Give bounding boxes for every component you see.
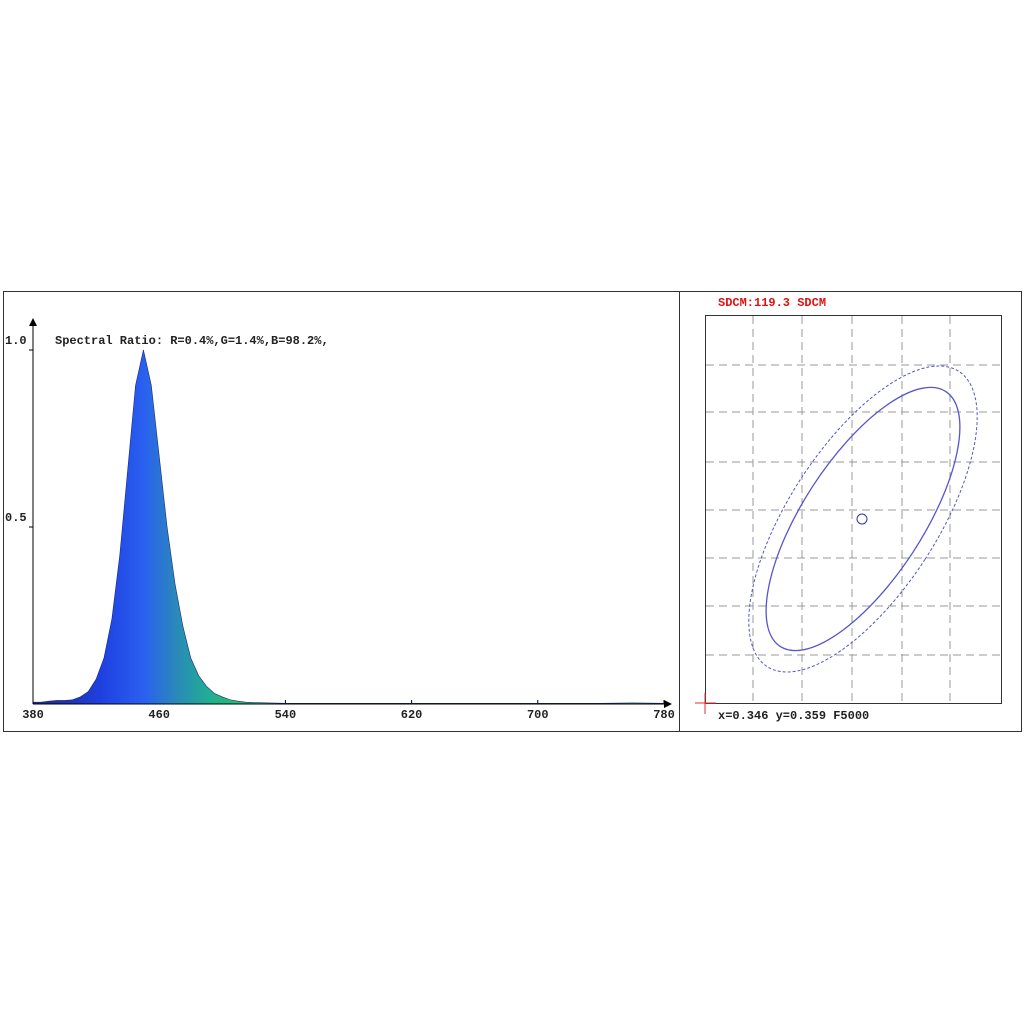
x-tick-label: 540 [275, 708, 297, 722]
sdcm-title: SDCM:119.3 SDCM [718, 296, 826, 310]
spectrum-chart: 1.0 0.5 780 700 620 540 460 380 Spectral Ratio:… [5, 318, 675, 722]
x-tick-label: 460 [148, 708, 170, 722]
sdcm-grid [706, 316, 1001, 703]
inner-ellipse [765, 386, 961, 652]
point [856, 513, 868, 525]
y-tick-label: 0.5 [5, 511, 27, 525]
sdcm-frame [679, 291, 1022, 732]
x-arrow [664, 700, 672, 708]
y-tick-label: 1.0 [5, 334, 27, 348]
x-tick-label: 620 [401, 708, 423, 722]
spectral-ratio: Spectral Ratio: R=0.4%,G=1.4%,B=98.2%, [55, 334, 329, 348]
readout: x=0.346 y=0.359 F5000 [718, 709, 869, 723]
sdcm-plot [705, 315, 1002, 704]
x-tick-label: 380 [22, 708, 44, 722]
x-tick-label: 700 [527, 708, 549, 722]
spectrum-area [32, 349, 665, 705]
y-arrow [29, 318, 37, 326]
x-tick-label: 780 [653, 708, 675, 722]
sdcm-chart: SDCM:119.3 SDCM x=0.346 y=0.359 F5000 [695, 296, 1002, 723]
outer-ellipse [748, 365, 978, 673]
